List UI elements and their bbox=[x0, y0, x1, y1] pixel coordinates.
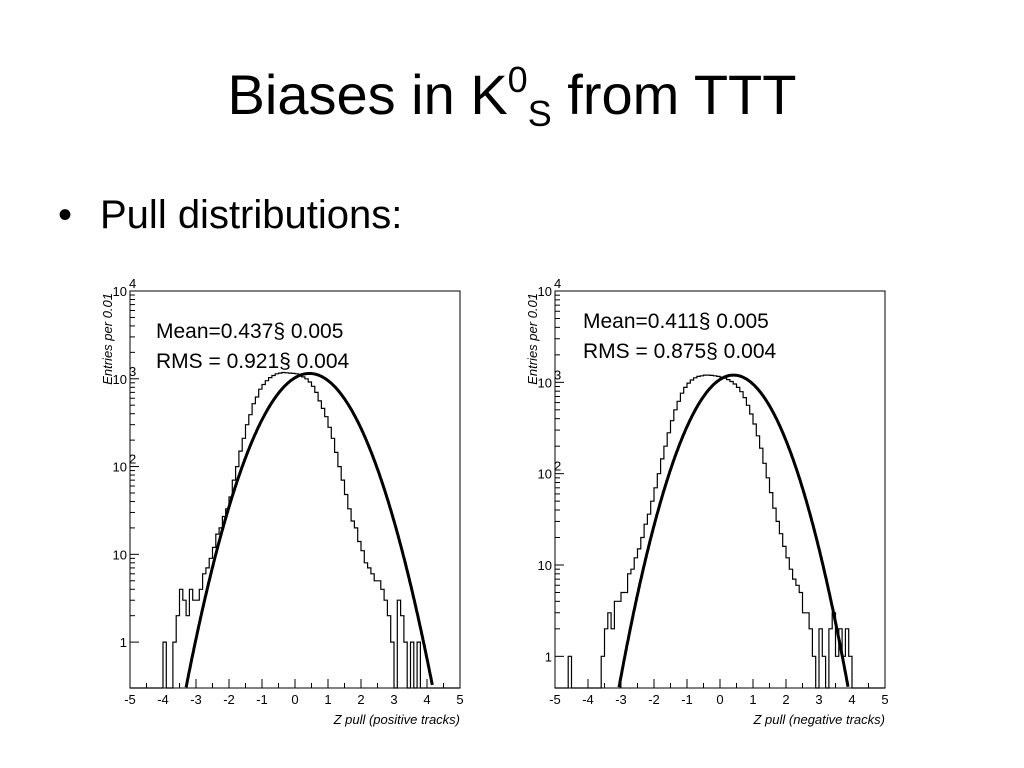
x-tick-label: 1 bbox=[324, 692, 331, 707]
y-tick-label: 10 bbox=[113, 547, 127, 562]
x-axis-label: Z pull (positive tracks) bbox=[333, 712, 460, 727]
title-subscript: S bbox=[527, 93, 552, 134]
x-tick-label: 4 bbox=[423, 692, 430, 707]
y-tick-label: 10 bbox=[113, 284, 127, 299]
y-axis-label: Entries per 0.01 bbox=[525, 293, 540, 385]
bullet-item: • Pull distributions: bbox=[58, 190, 402, 240]
x-tick-label: 4 bbox=[848, 692, 855, 707]
y-tick-exponent: 4 bbox=[129, 276, 136, 291]
x-tick-label: 2 bbox=[782, 692, 789, 707]
histogram-line bbox=[555, 374, 885, 689]
y-tick-exponent: 2 bbox=[554, 459, 561, 474]
x-tick-label: -1 bbox=[681, 692, 693, 707]
y-tick-label: 1 bbox=[545, 649, 552, 664]
y-tick-label: 10 bbox=[113, 460, 127, 475]
y-tick-label: 10 bbox=[538, 375, 552, 390]
y-tick-exponent: 2 bbox=[129, 452, 136, 467]
x-tick-label: -5 bbox=[549, 692, 561, 707]
pull-plot-positive: -5 -4 -3 -2 -1 0 1 2 3 4 5 1 10 10 2 10 3 10 4 Entries per … bbox=[98, 268, 478, 738]
y-tick-label: 10 bbox=[538, 467, 552, 482]
stats-mean: Mean=0.411§ 0.005 bbox=[583, 310, 769, 333]
y-axis-label: Entries per 0.01 bbox=[100, 293, 115, 385]
x-tick-label: 0 bbox=[716, 692, 723, 707]
title-main: Biases in K bbox=[227, 63, 508, 126]
bullet-text: Pull distributions: bbox=[100, 193, 403, 237]
y-tick-exponent: 3 bbox=[554, 367, 561, 382]
x-tick-label: -4 bbox=[157, 692, 169, 707]
y-tick-label: 10 bbox=[538, 284, 552, 299]
stats-mean: Mean=0.437§ 0.005 bbox=[156, 320, 343, 343]
x-tick-label: 1 bbox=[749, 692, 756, 707]
x-tick-label: -3 bbox=[190, 692, 202, 707]
x-tick-label: 5 bbox=[456, 692, 463, 707]
stats-rms: RMS = 0.921§ 0.004 bbox=[156, 350, 350, 373]
y-tick-label: 10 bbox=[113, 372, 127, 387]
y-tick-label: 10 bbox=[538, 558, 552, 573]
title-tail: from TTT bbox=[551, 63, 797, 126]
histogram-line bbox=[130, 371, 460, 689]
x-tick-label: 5 bbox=[881, 692, 888, 707]
x-tick-label: -3 bbox=[615, 692, 627, 707]
x-tick-label: -4 bbox=[582, 692, 594, 707]
y-tick-exponent: 4 bbox=[554, 276, 561, 291]
gaussian-fit-curve bbox=[617, 373, 850, 688]
x-tick-label: -5 bbox=[124, 692, 136, 707]
x-tick-label: 3 bbox=[390, 692, 397, 707]
bullet-dot-icon: • bbox=[58, 193, 73, 237]
y-tick-label: 1 bbox=[120, 635, 127, 650]
stats-rms: RMS = 0.875§ 0.004 bbox=[583, 340, 777, 363]
y-tick-exponent: 3 bbox=[129, 364, 136, 379]
pull-plot-negative: -5 -4 -3 -2 -1 0 1 2 3 4 5 1 10 10 2 10 3 10 4 Entries per … bbox=[523, 268, 903, 738]
x-tick-label: -2 bbox=[648, 692, 660, 707]
gaussian-fit-curve bbox=[184, 371, 434, 688]
x-axis-label: Z pull (negative tracks) bbox=[753, 712, 886, 727]
x-tick-label: 0 bbox=[291, 692, 298, 707]
x-tick-label: -2 bbox=[223, 692, 235, 707]
title-superscript: 0 bbox=[507, 59, 528, 100]
slide-title: Biases in K0S from TTT bbox=[0, 59, 1024, 137]
x-tick-label: 3 bbox=[815, 692, 822, 707]
x-tick-label: 2 bbox=[357, 692, 364, 707]
x-tick-label: -1 bbox=[256, 692, 268, 707]
